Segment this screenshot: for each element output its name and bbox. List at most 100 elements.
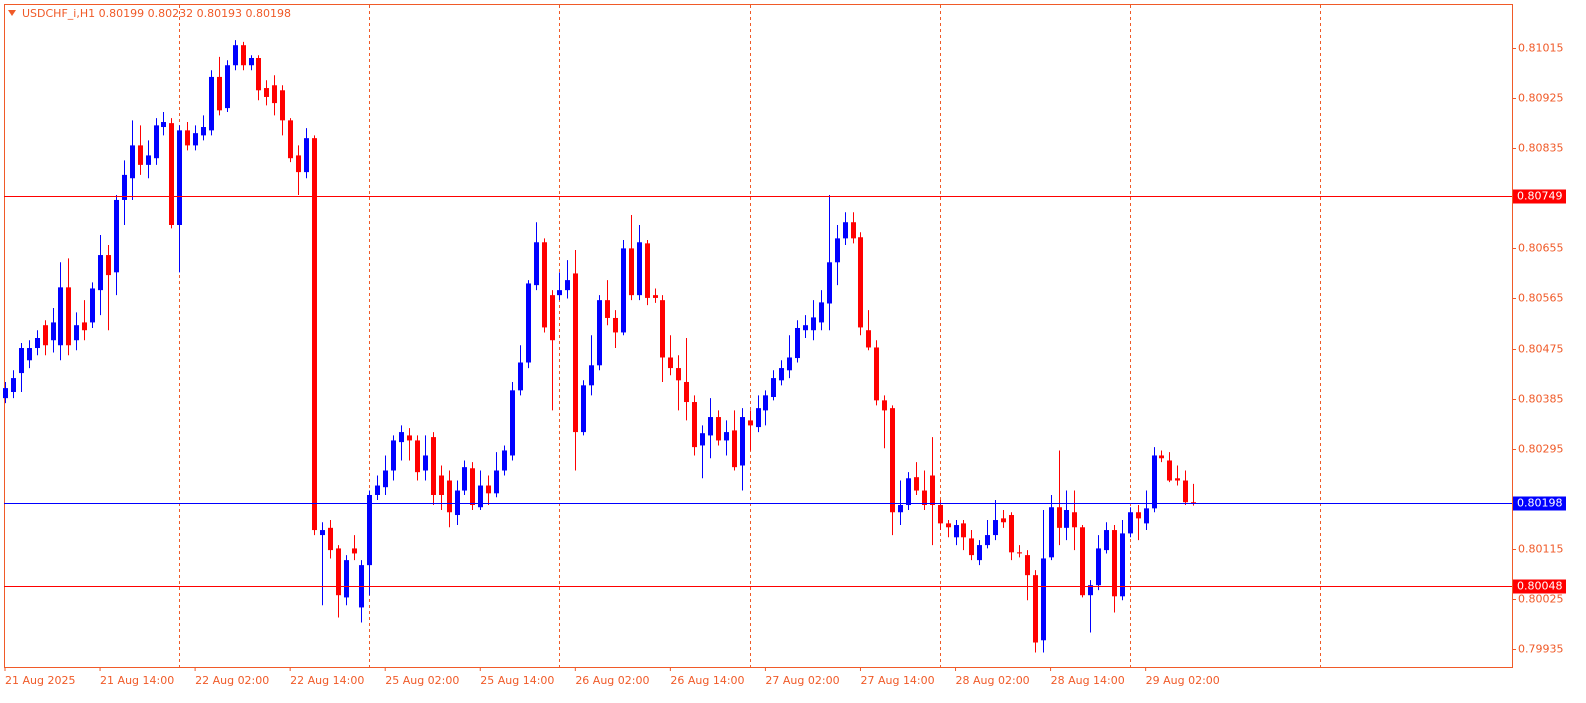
candle-body [605, 300, 610, 318]
candle-body [320, 530, 325, 536]
x-tick-label: 21 Aug 2025 [5, 674, 75, 687]
candle-body [914, 477, 919, 491]
candle-body [756, 408, 761, 428]
y-tick-label: 0.80835 [1518, 142, 1564, 155]
candle-body [114, 199, 119, 273]
candle-body [645, 243, 650, 298]
candle-body [447, 480, 452, 513]
candle-body [882, 400, 887, 411]
y-tick-label: 0.80295 [1518, 443, 1564, 456]
y-tick-label: 0.80925 [1518, 92, 1564, 105]
y-tick-label: 0.80385 [1518, 393, 1564, 406]
candle-body [304, 138, 309, 173]
candle-body [51, 322, 56, 341]
candle-body [938, 505, 943, 524]
candle-body [1017, 552, 1022, 554]
chart-title: USDCHF_i,H1 0.80199 0.80232 0.80193 0.80… [22, 7, 291, 20]
x-tick-label: 29 Aug 02:00 [1146, 674, 1220, 687]
candle-body [748, 420, 753, 426]
candle-body [763, 395, 768, 411]
x-tick-label: 25 Aug 14:00 [480, 674, 554, 687]
candle-body [90, 288, 95, 323]
candle-body [969, 538, 974, 556]
candle-body [288, 120, 293, 159]
candle-body [280, 90, 285, 121]
candle-body [431, 437, 436, 495]
candle-body [565, 280, 570, 291]
candle-body [1064, 510, 1069, 528]
candle-body [1128, 512, 1133, 534]
candle-body [58, 287, 63, 346]
candle-body [961, 523, 966, 538]
candle-body [439, 475, 444, 495]
candle-body [1001, 518, 1006, 523]
candle-body [637, 242, 642, 296]
candle-body [391, 440, 396, 471]
candle-body [660, 300, 665, 358]
candle-body [1152, 455, 1157, 509]
candle-body [526, 283, 531, 363]
candle-body [169, 123, 174, 225]
candle-body [866, 330, 871, 348]
candle-body [82, 322, 87, 331]
level-tag [1513, 189, 1566, 204]
x-tick-label: 22 Aug 14:00 [290, 674, 364, 687]
candle-body [1159, 455, 1164, 459]
candle-body [423, 455, 428, 471]
candle-body [779, 368, 784, 381]
y-tick-label: 0.80475 [1518, 343, 1564, 356]
candle-body [502, 450, 507, 471]
candle-body [486, 485, 491, 494]
candle-body [344, 560, 349, 598]
candle-body [819, 302, 824, 323]
candle-body [1057, 507, 1062, 528]
candle-body [185, 130, 190, 146]
candle-body [122, 174, 127, 200]
candle-body [225, 65, 230, 109]
candle-body [597, 300, 602, 366]
candle-body [35, 338, 40, 349]
candle-body [621, 248, 626, 333]
level-tag-label: 0.80198 [1517, 497, 1563, 510]
candle-body [1175, 478, 1180, 481]
candle-body [1072, 512, 1077, 528]
candle-body [336, 548, 341, 596]
level-tag-label: 0.80048 [1517, 580, 1563, 593]
candle-body [922, 490, 927, 506]
candle-body [581, 385, 586, 433]
candle-body [383, 470, 388, 488]
plot-frame [4, 4, 1513, 668]
x-tick-label: 25 Aug 02:00 [385, 674, 459, 687]
candle-body [1025, 555, 1030, 576]
candle-body [98, 255, 103, 291]
x-tick-label: 27 Aug 02:00 [765, 674, 839, 687]
x-tick-label: 27 Aug 14:00 [860, 674, 934, 687]
candle-body [732, 430, 737, 468]
candle-body [874, 347, 879, 401]
x-tick-label: 21 Aug 14:00 [100, 674, 174, 687]
y-tick-label: 0.80565 [1518, 292, 1564, 305]
candle-body [264, 88, 269, 97]
candle-body [66, 287, 71, 346]
candle-body [613, 317, 618, 333]
candle-body [1080, 527, 1085, 596]
candle-body [217, 76, 222, 111]
x-tick-label: 22 Aug 02:00 [195, 674, 269, 687]
candle-body [668, 357, 673, 369]
candle-body [177, 130, 182, 225]
candle-body [827, 262, 832, 304]
candle-body [193, 133, 198, 146]
candle-body [771, 378, 776, 398]
candle-body [985, 535, 990, 546]
candle-body [1144, 508, 1149, 524]
candle-body [993, 520, 998, 536]
candle-body [1191, 502, 1196, 504]
candle-body [1167, 460, 1172, 481]
symbol-menu-arrow[interactable] [8, 10, 16, 16]
candle-body [43, 325, 48, 346]
candle-body [1009, 515, 1014, 553]
candle-body [3, 388, 8, 399]
candle-body [209, 76, 214, 131]
y-tick-label: 0.80655 [1518, 242, 1564, 255]
